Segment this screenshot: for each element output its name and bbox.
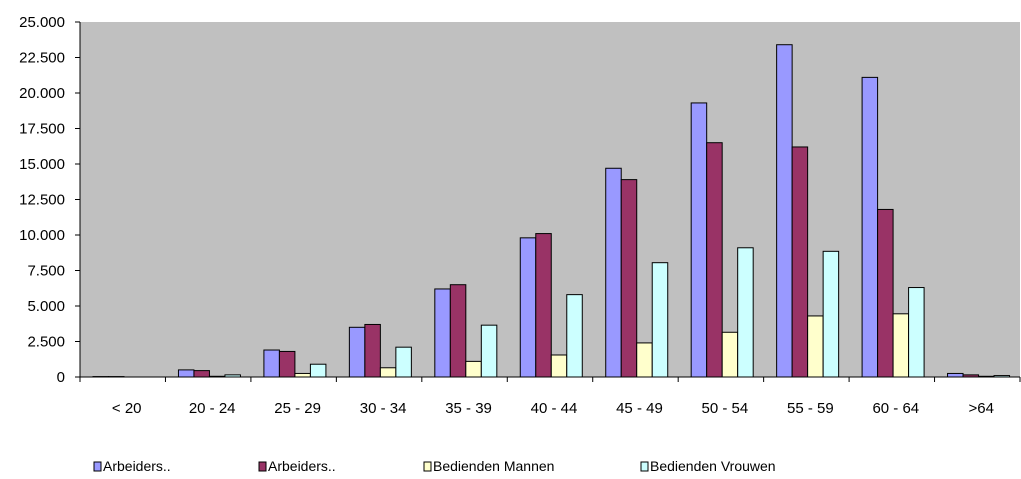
x-tick-label: 45 - 49 [616, 400, 663, 417]
bar [737, 247, 754, 378]
bar [309, 363, 327, 378]
x-tick-label: 35 - 39 [445, 400, 492, 417]
x-tick-label: < 20 [112, 400, 142, 417]
bar [449, 284, 467, 378]
bar [395, 346, 412, 378]
bar [278, 350, 296, 378]
bar [721, 331, 739, 378]
legend-swatch [93, 461, 102, 472]
bar [651, 262, 669, 378]
bar [465, 360, 482, 378]
bar [550, 354, 568, 378]
x-tick-label: 20 - 24 [189, 400, 236, 417]
bar [566, 294, 583, 378]
y-tick-label: 7.500 [27, 263, 65, 280]
bar [263, 349, 280, 378]
x-tick-label: 55 - 59 [787, 400, 834, 417]
y-tick-label: 2.500 [27, 334, 65, 351]
bar [908, 287, 925, 378]
bar [348, 326, 366, 378]
bar [605, 167, 622, 378]
legend-swatch [640, 461, 649, 472]
bar [519, 237, 537, 378]
bar [776, 44, 793, 378]
y-tick-label: 0 [57, 369, 65, 386]
legend-label: Bedienden Mannen [433, 458, 554, 474]
legend: Arbeiders.. Arbeiders.. Bedienden Mannen Be… [93, 458, 776, 474]
bar [294, 372, 311, 378]
legend-swatch [423, 461, 432, 472]
bar [535, 233, 552, 378]
y-axis: 0 2.500 5.000 7.500 10.000 12.500 15.000 17.500… [19, 14, 80, 386]
bar [636, 342, 653, 378]
y-tick-label: 22.500 [19, 50, 65, 67]
bar [791, 146, 809, 378]
bar [193, 370, 210, 378]
bar [822, 250, 840, 378]
y-tick-label: 20.000 [19, 85, 65, 102]
bar [947, 372, 964, 378]
y-tick-label: 17.500 [19, 121, 65, 138]
bar [690, 102, 708, 378]
bar [861, 76, 879, 378]
y-tick-label: 10.000 [19, 227, 65, 244]
bars-group [92, 44, 1011, 378]
x-tick-label: 50 - 54 [702, 400, 749, 417]
bar [364, 323, 381, 378]
bar [892, 313, 910, 378]
y-tick-label: 15.000 [19, 156, 65, 173]
x-tick-label: 60 - 64 [872, 400, 919, 417]
x-tick-label: 40 - 44 [531, 400, 578, 417]
legend-label: Bedienden Vrouwen [650, 458, 776, 474]
bar [620, 179, 638, 378]
bar [807, 315, 824, 378]
bar [379, 367, 397, 378]
legend-label: Arbeiders.. [268, 458, 336, 474]
legend-label: Arbeiders.. [103, 458, 171, 474]
x-axis: < 20 20 - 24 25 - 29 30 - 34 35 - 39 40 - 44 4… [79, 377, 1021, 417]
y-tick-label: 5.000 [27, 298, 65, 315]
y-tick-label: 12.500 [19, 192, 65, 209]
legend-swatch [258, 461, 267, 472]
bar [706, 142, 723, 378]
x-tick-label: 30 - 34 [360, 400, 407, 417]
bar [480, 324, 498, 378]
bar [877, 208, 894, 378]
bar [177, 369, 195, 378]
bar [434, 288, 451, 378]
x-tick-label: 25 - 29 [274, 400, 321, 417]
y-tick-label: 25.000 [19, 14, 65, 31]
x-tick-label: >64 [969, 400, 994, 417]
